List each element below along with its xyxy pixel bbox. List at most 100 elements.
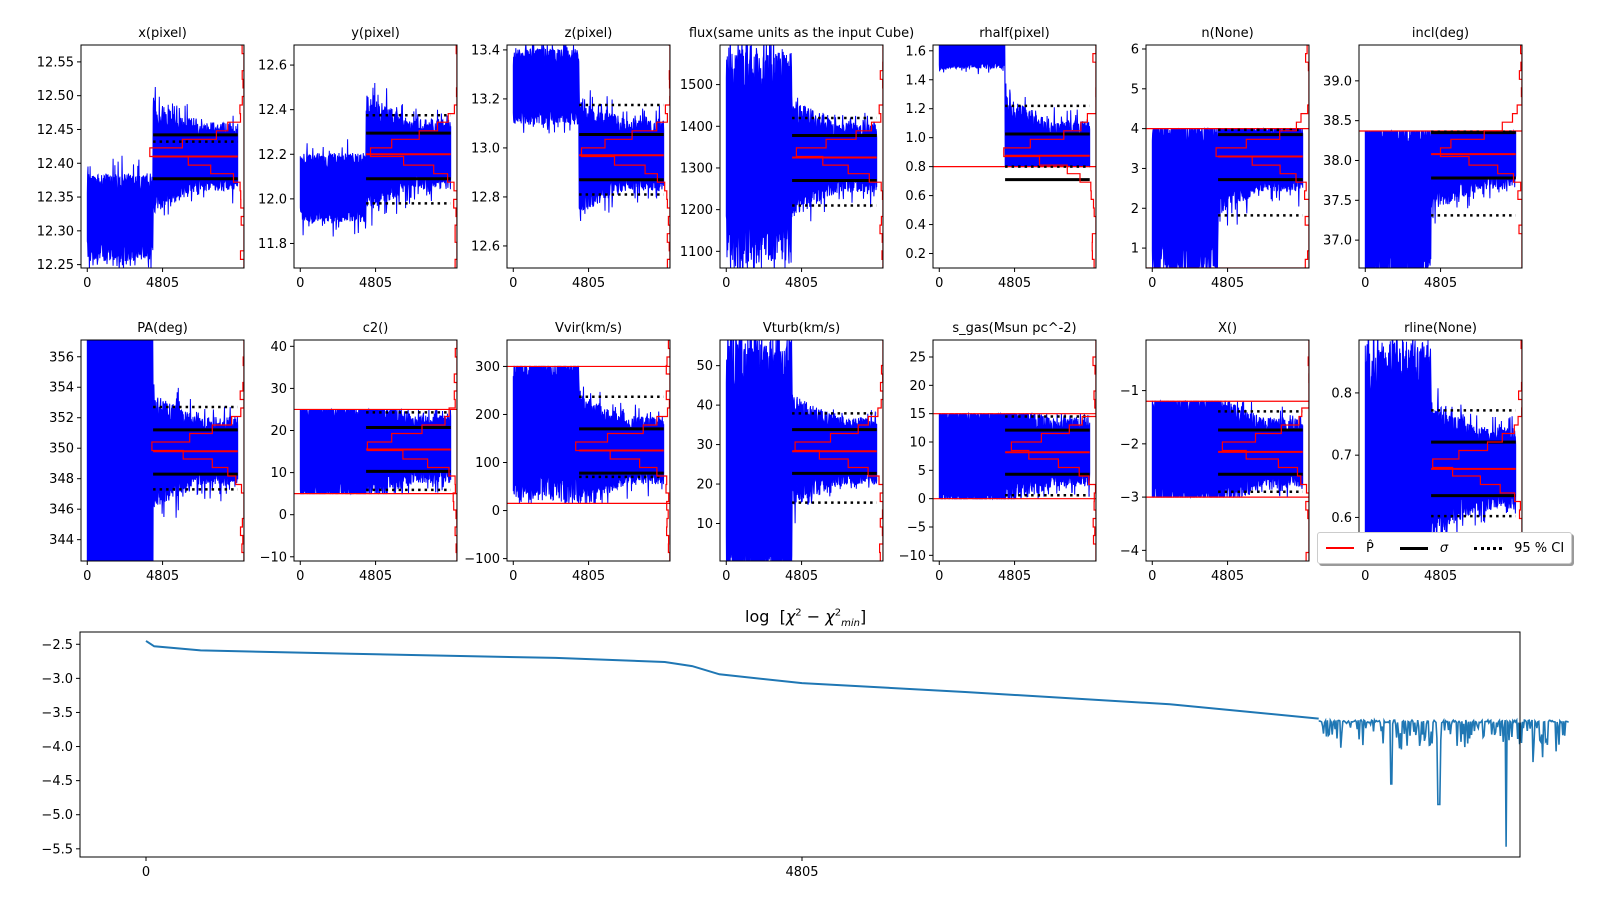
y-tick-label: 13.4 [471, 43, 500, 58]
y-tick-label: 0.6 [905, 189, 926, 204]
y-tick-label: 13.0 [471, 141, 500, 156]
y-tick-label: 3 [1131, 162, 1139, 177]
y-tick-label: 12.2 [258, 148, 287, 163]
y-tick-label: 12.8 [471, 190, 500, 205]
y-tick-label: 1.0 [905, 131, 926, 146]
y-tick-label: 0.8 [905, 160, 926, 175]
y-tick-label: 12.40 [37, 157, 74, 172]
y-tick-label: 2 [1131, 202, 1139, 217]
chi2-title-chi: χ [785, 607, 796, 626]
x-tick-label: 0 [722, 276, 730, 291]
panel-title: n(None) [1201, 26, 1253, 41]
y-tick-label: 5 [918, 464, 926, 479]
chi2-y-tick-label: −4.0 [41, 740, 73, 755]
posterior-histogram [1010, 340, 1096, 561]
legend: P̂ σ 95 % CI [1317, 532, 1572, 564]
x-tick-label: 0 [935, 276, 943, 291]
x-tick-label: 4805 [785, 276, 818, 291]
chi2-trace-line [145, 640, 1319, 720]
chi2-title-log: log [ [745, 607, 786, 626]
legend-label-estimate: P̂ [1366, 540, 1374, 556]
trace-band [1151, 399, 1304, 499]
y-tick-label: 10 [909, 436, 926, 451]
y-tick-label: 40 [696, 399, 713, 414]
y-tick-label: 15 [909, 407, 926, 422]
y-tick-label: 5 [1131, 82, 1139, 97]
plot-area [725, 340, 883, 561]
panel-title: incl(deg) [1412, 26, 1469, 41]
plot-area [1146, 45, 1309, 268]
trace-panel-7: 344 346 348 350 352 354 356 0 4805 PA(deg) [49, 321, 245, 584]
y-tick-label: 12.50 [37, 89, 74, 104]
y-tick-label: 1100 [680, 245, 713, 260]
y-tick-label: 40 [270, 340, 287, 355]
trace-band [299, 82, 452, 237]
x-tick-label: 0 [935, 569, 943, 584]
x-tick-label: 0 [1148, 276, 1156, 291]
y-tick-label: 12.6 [258, 59, 287, 74]
legend-item-ci: 95 % CI [1474, 541, 1564, 556]
y-tick-label: 6 [1131, 42, 1139, 57]
y-tick-label: −2 [1120, 437, 1139, 452]
y-tick-label: 1.2 [905, 102, 926, 117]
y-tick-label: 1300 [680, 161, 713, 176]
y-tick-label: 1 [1131, 242, 1139, 257]
y-tick-label: −3 [1120, 491, 1139, 506]
panel-title: x(pixel) [138, 26, 187, 41]
y-tick-label: 10 [696, 517, 713, 532]
panel-title: Vvir(km/s) [555, 321, 622, 336]
trace-panel-13: 0.6 0.7 0.8 0 4805 rline(None) [1331, 321, 1523, 584]
posterior-histogram [575, 340, 670, 561]
x-tick-label: 0 [1148, 569, 1156, 584]
y-tick-label: 12.30 [37, 224, 74, 239]
posterior-histogram [794, 340, 883, 561]
panel-title: rhalf(pixel) [979, 26, 1049, 41]
y-tick-label: 10 [270, 466, 287, 481]
posterior-histogram [369, 45, 457, 268]
trace-band [512, 45, 665, 222]
plot-area [1359, 45, 1522, 268]
y-tick-label: 12.6 [471, 239, 500, 254]
chi2-noise-trace [1318, 717, 1570, 847]
x-tick-label: 4805 [572, 569, 605, 584]
x-tick-label: 0 [1361, 276, 1369, 291]
panel-title: z(pixel) [565, 26, 613, 41]
panel-title: c2() [363, 321, 389, 336]
panel-title: PA(deg) [137, 321, 188, 336]
chi2-y-tick-label: −5.5 [41, 842, 73, 857]
y-tick-label: 200 [475, 408, 500, 423]
y-tick-label: 11.8 [258, 237, 287, 252]
y-tick-label: 350 [49, 442, 74, 457]
y-tick-label: 13.2 [471, 92, 500, 107]
plot-area [933, 340, 1096, 561]
trace-panel-11: −10 −5 0 5 10 15 20 25 0 4805 s_gas(Msun pc^-2) [899, 321, 1097, 584]
legend-swatch-ci [1474, 546, 1503, 550]
legend-item-estimate: P̂ [1326, 541, 1374, 556]
trace-panel-1: 11.8 12.0 12.2 12.4 12.6 0 4805 y(pixel) [258, 26, 458, 291]
posterior-histogram [1003, 45, 1096, 268]
y-tick-label: 20 [696, 478, 713, 493]
plot-area [294, 340, 457, 561]
chi2-y-tick-label: −5.0 [41, 808, 73, 823]
y-tick-label: 12.35 [37, 191, 74, 206]
trace-panel-0: 12.25 12.30 12.35 12.40 12.45 12.50 12.55 0 4805… [37, 26, 245, 291]
y-tick-label: 1200 [680, 203, 713, 218]
posterior-histogram [151, 340, 244, 561]
x-tick-label: 0 [722, 569, 730, 584]
y-tick-label: 1400 [680, 120, 713, 135]
panel-title: rline(None) [1404, 321, 1477, 336]
x-tick-label: 0 [296, 276, 304, 291]
x-tick-label: 0 [296, 569, 304, 584]
x-tick-label: 0 [509, 276, 517, 291]
panel-title: Vturb(km/s) [763, 321, 840, 336]
plot-area [86, 45, 244, 268]
y-tick-label: 20 [270, 424, 287, 439]
y-tick-label: 356 [49, 350, 74, 365]
trace-panel-5: 1 2 3 4 5 6 0 4805 n(None) [1131, 26, 1310, 291]
x-tick-label: 0 [509, 569, 517, 584]
plot-area [86, 340, 244, 561]
y-tick-label: 30 [270, 382, 287, 397]
chi2-y-tick-label: −3.5 [41, 706, 73, 721]
chi2-x-tick-label: 0 [142, 865, 150, 880]
x-tick-label: 4805 [1424, 569, 1457, 584]
